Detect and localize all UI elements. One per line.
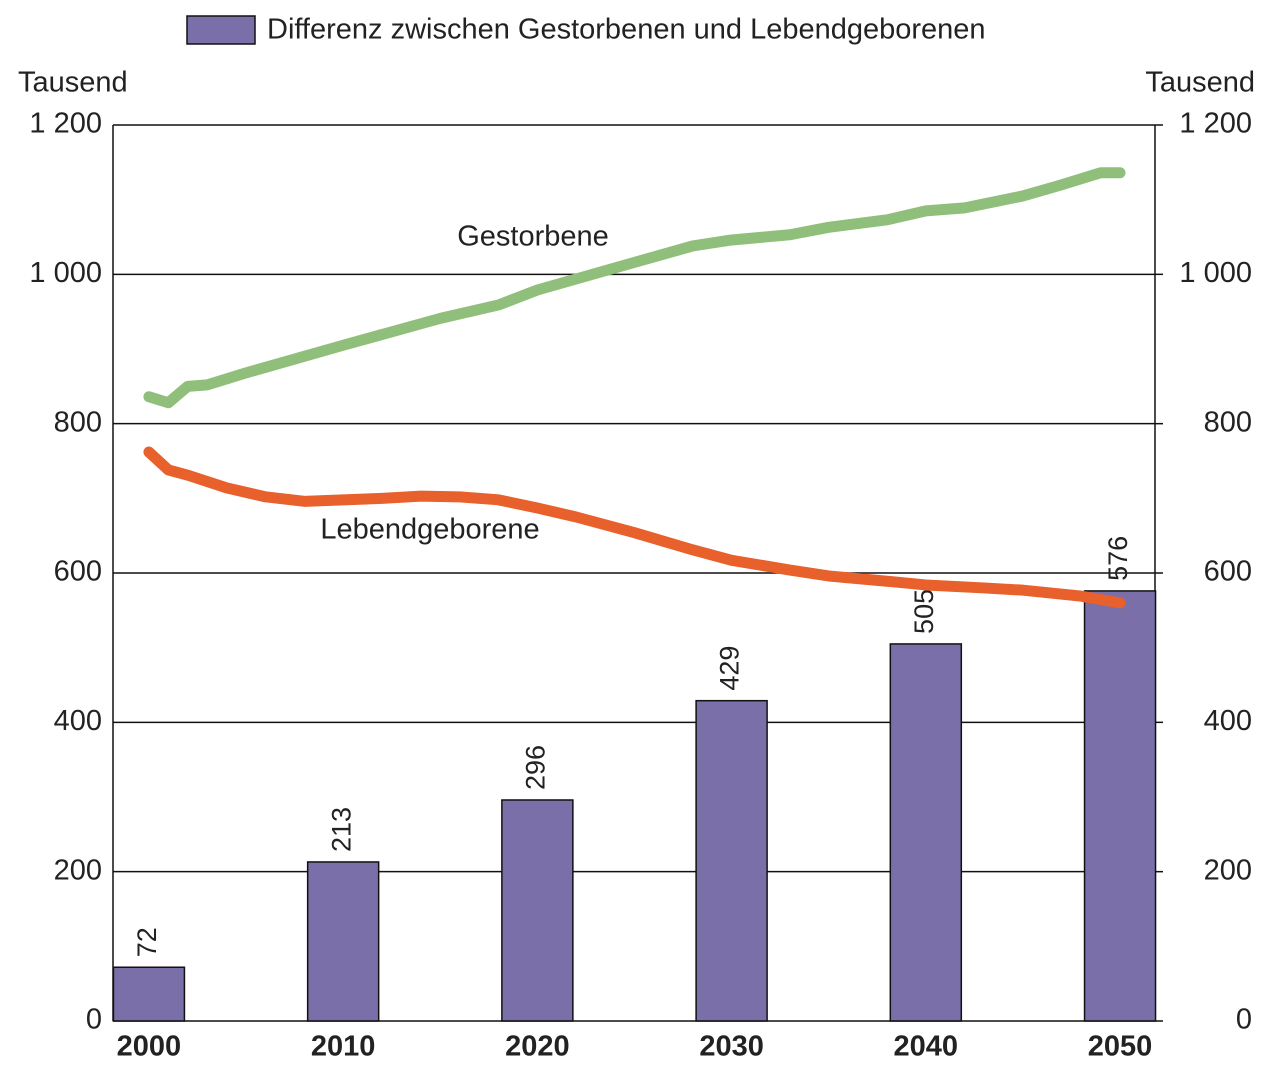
- legend-label: Differenz zwischen Gestorbenen und Leben…: [267, 14, 986, 46]
- bar: [1083, 590, 1157, 1022]
- bar-value-label: 505: [909, 589, 939, 634]
- x-tick-label: 2040: [894, 1031, 959, 1063]
- bar-value-label: 429: [715, 646, 745, 691]
- y2-tick-label: 800: [1204, 406, 1252, 438]
- y-tick-label: 1 200: [29, 108, 102, 140]
- line-label: Lebendgeborene: [320, 514, 539, 546]
- x-tick-label: 2010: [311, 1031, 376, 1063]
- bar: [112, 966, 186, 1022]
- x-tick-label: 2030: [699, 1031, 764, 1063]
- y-axis-label: Tausend: [18, 67, 128, 99]
- bar-value-label: 72: [132, 927, 162, 957]
- y-tick-label: 200: [54, 854, 102, 886]
- bar-value-label: 576: [1103, 536, 1133, 581]
- line: [143, 167, 1126, 409]
- x-tick-label: 2000: [117, 1031, 182, 1063]
- bar: [695, 699, 768, 1022]
- bar: [501, 799, 574, 1022]
- y2-tick-label: 600: [1204, 556, 1252, 588]
- y2-tick-label: 200: [1204, 854, 1252, 886]
- bar: [306, 861, 380, 1022]
- y2-tick-label: 1 200: [1179, 108, 1252, 140]
- y-tick-label: 800: [54, 406, 102, 438]
- line-label: Gestorbene: [457, 221, 609, 253]
- bar-value-label: 213: [326, 807, 356, 852]
- y-tick-label: 1 000: [29, 257, 102, 289]
- y2-axis-label: Tausend: [1145, 67, 1255, 99]
- y-tick-label: 0: [86, 1004, 102, 1036]
- y2-tick-label: 1 000: [1179, 257, 1252, 289]
- x-tick-label: 2020: [505, 1031, 570, 1063]
- y2-tick-label: 400: [1204, 705, 1252, 737]
- bar-value-label: 296: [520, 745, 550, 790]
- line: [143, 446, 1126, 609]
- y2-tick-label: 0: [1236, 1004, 1252, 1036]
- x-tick-label: 2050: [1088, 1031, 1153, 1063]
- y-tick-label: 400: [54, 705, 102, 737]
- y-tick-label: 600: [54, 556, 102, 588]
- bar: [889, 643, 963, 1022]
- legend-swatch: [186, 15, 256, 45]
